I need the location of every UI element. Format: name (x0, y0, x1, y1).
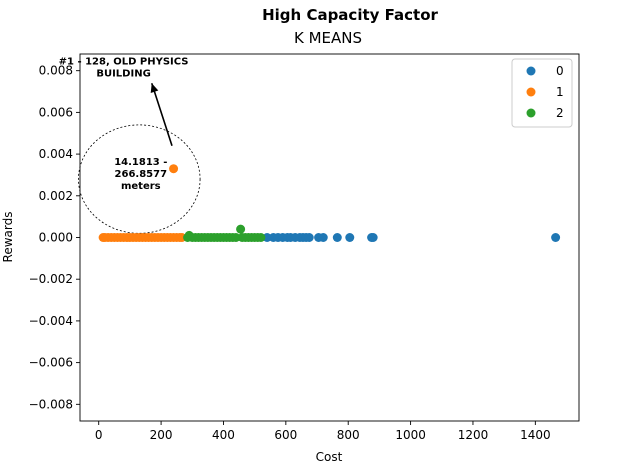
data-point-cluster-2 (256, 233, 266, 242)
data-point-cluster-2 (231, 233, 241, 242)
legend-label-0: 0 (556, 64, 564, 78)
y-tick-label: −0.002 (29, 272, 73, 286)
y-tick-label: −0.004 (29, 314, 73, 328)
legend-marker-2 (526, 108, 536, 118)
y-axis: −0.008 −0.006 −0.004 −0.002 0.000 0.002 0.004 0… (29, 64, 80, 411)
legend-frame (511, 58, 573, 128)
x-tick-label: 1200 (458, 428, 489, 442)
data-point-cluster-0 (262, 233, 272, 242)
legend-marker-1 (526, 87, 536, 97)
x-tick-label: 600 (274, 428, 297, 442)
y-tick-label: 0.004 (39, 147, 73, 161)
legend-label-2: 2 (556, 106, 564, 120)
y-tick-label: 0.006 (39, 105, 73, 119)
chart-title: High Capacity Factor (262, 6, 438, 24)
data-points (98, 164, 561, 242)
annotation-distance-label: 14.1813 - (114, 157, 167, 168)
y-tick-label: 0.008 (39, 64, 73, 78)
chart-subtitle: K MEANS (294, 29, 362, 47)
annotation-arrow (150, 82, 173, 146)
arrow-head (150, 83, 159, 93)
data-point-cluster-1 (169, 164, 179, 174)
data-point-cluster-0 (304, 233, 314, 242)
x-tick-label: 800 (337, 428, 360, 442)
data-point-cluster-0 (318, 233, 328, 242)
y-tick-label: 0.002 (39, 189, 73, 203)
data-point-cluster-0 (332, 233, 342, 242)
x-tick-label: 1000 (395, 428, 426, 442)
y-tick-label: −0.008 (29, 397, 73, 411)
annotation-building-label: #1 - 128, OLD PHYSICS (59, 56, 189, 67)
data-point-cluster-2 (236, 224, 246, 234)
data-point-cluster-0 (368, 233, 378, 242)
data-point-cluster-0 (345, 233, 355, 242)
y-tick-label: 0.000 (39, 231, 73, 245)
annotation-ellipse (78, 124, 201, 234)
x-tick-label: 0 (95, 428, 103, 442)
x-axis: 0 200 400 600 800 1000 1200 1400 (95, 421, 551, 442)
legend-label-1: 1 (556, 85, 564, 99)
annotation-distance-label: meters (121, 181, 161, 192)
x-tick-label: 200 (150, 428, 173, 442)
x-tick-label: 400 (212, 428, 235, 442)
x-axis-label: Cost (316, 450, 343, 464)
y-axis-label: Rewards (1, 212, 15, 263)
x-tick-label: 1400 (520, 428, 551, 442)
legend: 0 1 2 (511, 58, 573, 128)
legend-marker-0 (526, 66, 536, 76)
y-tick-label: −0.006 (29, 356, 73, 370)
annotation-distance-label: 266.8577 (115, 169, 168, 180)
data-point-cluster-0 (551, 233, 561, 242)
annotation-building-label: BUILDING (96, 68, 150, 79)
